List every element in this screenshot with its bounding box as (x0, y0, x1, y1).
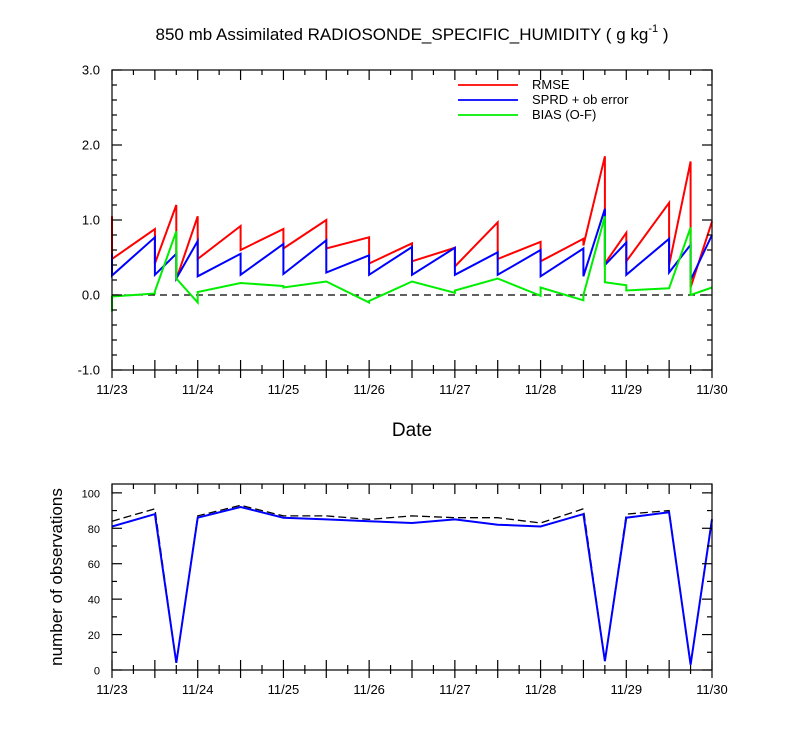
top-ticks-layer (111, 69, 713, 378)
chart-title: 850 mb Assimilated RADIOSONDE_SPECIFIC_H… (156, 23, 669, 44)
bottom-ytick-label: 100 (82, 488, 100, 500)
bottom-xtick-label: 11/27 (439, 682, 471, 697)
chart-title-superscript: -1 (648, 23, 658, 35)
bottom-series-observations-used (111, 505, 713, 665)
legend: RMSE SPRD + ob error BIAS (O-F) (458, 77, 629, 122)
bottom-xtick-label: 11/29 (610, 682, 642, 697)
top-ytick-label: 1.0 (82, 213, 100, 228)
bottom-series-observations-possible (111, 504, 713, 665)
top-xtick-label: 11/25 (268, 382, 300, 397)
bottom-ytick-label: 60 (88, 559, 100, 571)
top-xtick-labels: 11/23 11/24 11/25 11/26 11/27 11/28 11/29 11/30 (96, 382, 728, 397)
top-series-bias-o-f (111, 216, 713, 312)
top-ytick-label: 2.0 (82, 138, 100, 153)
top-ytick-label: 0.0 (82, 288, 100, 303)
top-xtick-label: 11/27 (439, 382, 471, 397)
bottom-xtick-labels: 11/23 11/24 11/25 11/26 11/27 11/28 11/29 11/30 (96, 682, 728, 697)
bottom-xtick-label: 11/24 (182, 682, 214, 697)
legend-label-rmse: RMSE (532, 77, 570, 92)
top-xaxis-label: Date (392, 420, 432, 441)
bottom-xtick-label: 11/30 (696, 682, 728, 697)
legend-label-bias: BIAS (O-F) (532, 107, 596, 122)
bottom-xtick-label: 11/23 (96, 682, 128, 697)
top-xtick-label: 11/24 (182, 382, 214, 397)
top-plot-frame (111, 69, 713, 371)
bottom-yaxis-label: number of observations (47, 488, 66, 666)
legend-label-sprd: SPRD + ob error (532, 92, 629, 107)
bottom-ytick-label: 80 (88, 524, 100, 536)
bottom-ytick-label: 40 (88, 595, 100, 607)
bottom-xtick-label: 11/26 (353, 682, 385, 697)
bottom-ytick-label: 0 (94, 666, 100, 678)
chart-title-main: 850 mb Assimilated RADIOSONDE_SPECIFIC_H… (156, 25, 649, 44)
top-xtick-label: 11/30 (696, 382, 728, 397)
bottom-plot-frame (111, 483, 713, 671)
bottom-ytick-label: 20 (88, 630, 100, 642)
top-ytick-labels: -1.0 0.0 1.0 2.0 3.0 (78, 63, 100, 378)
top-series-layer (111, 156, 713, 312)
top-xtick-label: 11/26 (353, 382, 385, 397)
top-xtick-label: 11/23 (96, 382, 128, 397)
top-series-sprd-ob-error (111, 208, 713, 283)
top-ytick-label: 3.0 (82, 63, 100, 78)
bottom-xtick-label: 11/25 (268, 682, 300, 697)
bottom-series-layer (111, 504, 713, 665)
bottom-ytick-labels: 0 20 40 60 80 100 (82, 488, 100, 677)
bottom-xtick-label: 11/28 (525, 682, 557, 697)
chart-title-end: ) (658, 25, 668, 44)
top-xtick-label: 11/29 (610, 382, 642, 397)
bottom-ticks-layer (111, 484, 713, 678)
top-xtick-label: 11/28 (525, 382, 557, 397)
top-ytick-label: -1.0 (78, 363, 100, 378)
top-panel: -1.00.01.02.03.0 11/23 11/24 11/25 11/26 11/… (78, 63, 728, 442)
